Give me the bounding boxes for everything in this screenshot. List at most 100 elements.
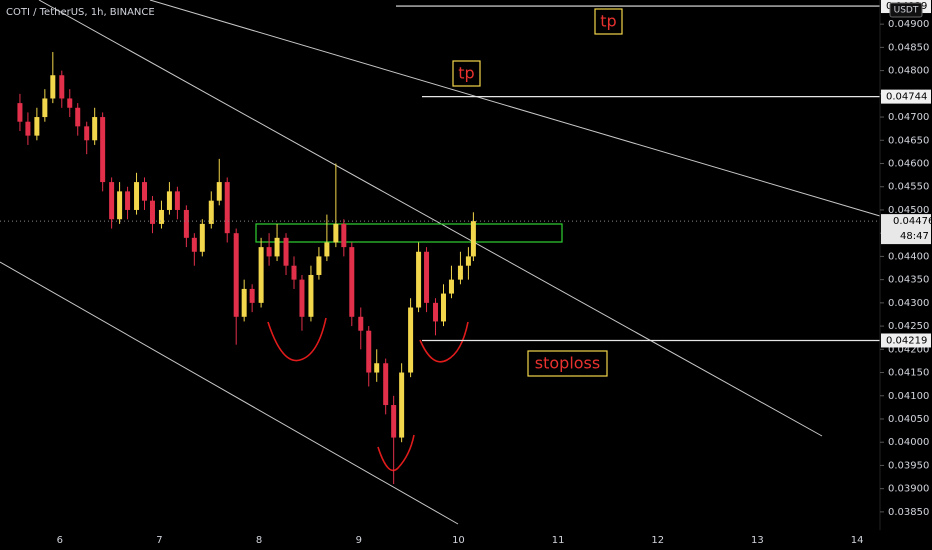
- candle-body: [75, 107, 81, 127]
- candle-body: [134, 182, 140, 210]
- trend-line: [38, 0, 823, 437]
- candle-body: [50, 75, 56, 99]
- x-tick-label: 14: [851, 535, 864, 546]
- price-badge: [881, 89, 931, 104]
- y-tick-label: 0.04050: [888, 414, 929, 425]
- resistance-zone: [255, 223, 563, 243]
- plot-area: [0, 5, 880, 485]
- candle-body: [117, 191, 123, 220]
- candle-body: [416, 251, 422, 308]
- candle-body: [142, 182, 148, 201]
- y-tick-label: 0.04100: [888, 391, 929, 402]
- y-tick-label: 0.04500: [888, 205, 929, 216]
- x-tick-label: 7: [156, 535, 162, 546]
- candle-body: [258, 247, 264, 303]
- annotations: tp tp stoploss: [452, 8, 623, 377]
- price-axis: 0.03850 0.03900 0.03950 0.04000 0.04050 0.041…: [879, 0, 932, 550]
- candle-body: [149, 200, 155, 224]
- candle-body: [266, 247, 272, 257]
- x-tick-label: 12: [651, 535, 664, 546]
- candle-body: [374, 363, 380, 373]
- candle-body: [391, 405, 397, 438]
- y-tick-label: 0.04800: [888, 66, 929, 77]
- y-tick-label: 0.04250: [888, 321, 929, 332]
- drawings: [0, 0, 881, 525]
- candle-body: [59, 75, 65, 99]
- candle-body: [299, 279, 305, 317]
- candle-body: [249, 288, 255, 303]
- price-badge-label: 0.04744: [886, 92, 927, 103]
- annotation-box: [452, 60, 481, 87]
- current-price-badge: [881, 214, 931, 245]
- annotation: stoploss: [535, 354, 600, 373]
- y-tick-label: 0.04550: [888, 182, 929, 193]
- current-price-label: 0.04476: [893, 216, 932, 227]
- y-tick-label: 0.03950: [888, 460, 929, 471]
- chart-title: COTI / TetherUS, 1h, BINANCE: [6, 7, 155, 18]
- candle-body: [17, 103, 23, 122]
- x-tick-label: 10: [452, 535, 465, 546]
- candle-body: [199, 223, 205, 252]
- price-badge: [881, 333, 931, 348]
- candle-body: [109, 182, 115, 220]
- currency-label: USDT: [894, 6, 919, 16]
- annotation-box: [594, 8, 623, 35]
- x-tick-label: 13: [751, 535, 764, 546]
- candle-body: [166, 191, 172, 210]
- y-tick-label: 0.04150: [888, 368, 929, 379]
- y-tick-label: 0.03850: [888, 507, 929, 518]
- candle-body: [324, 242, 330, 257]
- shoulder-arc: [419, 321, 469, 363]
- y-tick-label: 0.04400: [888, 251, 929, 262]
- candle-body: [308, 274, 314, 317]
- x-tick-label: 11: [552, 535, 565, 546]
- candle-body: [349, 247, 355, 317]
- candle-body: [224, 182, 230, 234]
- y-tick-label: 0.04350: [888, 275, 929, 286]
- countdown: 48:47: [900, 231, 929, 242]
- head-arc: [377, 434, 415, 472]
- y-tick-label: 0.04000: [888, 437, 929, 448]
- currency-badge: [889, 2, 923, 18]
- candle-body: [241, 288, 247, 317]
- y-tick-label: 0.04600: [888, 159, 929, 170]
- annotation: tp: [458, 64, 474, 83]
- candle-body: [191, 237, 197, 252]
- y-tick-label: 0.03900: [888, 484, 929, 495]
- candle-body: [440, 293, 446, 322]
- trend-line: [149, 0, 881, 217]
- y-tick-label: 0.04900: [888, 19, 929, 30]
- candle-body: [366, 330, 372, 373]
- candle-body: [465, 256, 471, 266]
- candle-body: [25, 121, 31, 136]
- candle-body: [125, 191, 131, 210]
- candle-body: [34, 117, 40, 136]
- candle-body: [158, 209, 164, 224]
- annotation-box: [527, 350, 608, 377]
- x-tick-label: 6: [57, 535, 63, 546]
- candle-body: [408, 307, 414, 373]
- candle-body: [291, 265, 297, 280]
- candle-body: [470, 221, 476, 257]
- candle-body: [100, 117, 106, 183]
- candle-body: [399, 372, 405, 438]
- candle-body: [316, 256, 322, 275]
- candle-body: [358, 316, 364, 331]
- candle-body: [84, 126, 90, 141]
- x-tick-label: 9: [356, 535, 362, 546]
- y-tick-label: 0.04700: [888, 112, 929, 123]
- x-tick-label: 8: [256, 535, 262, 546]
- candle-body: [183, 209, 189, 238]
- candle-body: [283, 237, 289, 266]
- candle-body: [433, 302, 439, 322]
- candle-body: [42, 98, 48, 118]
- y-tick-label: 0.04200: [888, 344, 929, 355]
- candle-body: [92, 117, 98, 141]
- price-badge-label: 0.04219: [886, 335, 927, 346]
- channel-line: [0, 261, 459, 525]
- candle-body: [208, 200, 214, 224]
- y-tick-label: 0.04850: [888, 42, 929, 53]
- candle-body: [333, 223, 339, 243]
